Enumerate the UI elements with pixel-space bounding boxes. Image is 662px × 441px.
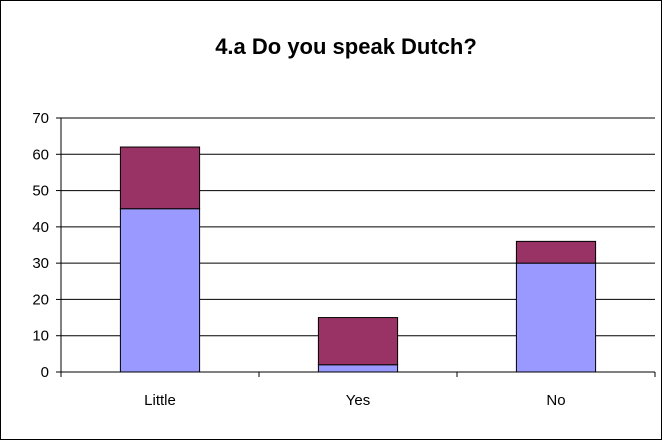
y-tick-label: 50 — [32, 183, 49, 200]
bars — [119, 146, 597, 373]
chart-title: 4.a Do you speak Dutch? — [215, 34, 477, 59]
bar-segment-2 — [515, 240, 597, 264]
y-tick-label: 30 — [32, 255, 49, 272]
bar-segment-2 — [317, 317, 399, 366]
y-tick-label: 60 — [32, 146, 49, 163]
bar-segment-1 — [317, 364, 399, 373]
y-tick-label: 40 — [32, 219, 49, 236]
axes — [56, 117, 656, 377]
y-tick-label: 0 — [41, 364, 49, 381]
bar-segment-2 — [119, 146, 201, 210]
y-tick-label: 10 — [32, 328, 49, 345]
x-tick-label: Yes — [346, 392, 370, 409]
tick-labels: 0 10 20 30 40 50 60 70 Little Yes No — [32, 110, 565, 409]
y-tick-label: 70 — [32, 110, 49, 127]
x-tick-label: No — [546, 392, 565, 409]
bar-segment-1 — [119, 208, 201, 373]
y-tick-label: 20 — [32, 291, 49, 308]
bar-segment-1 — [515, 262, 597, 373]
x-tick-label: Little — [144, 392, 176, 409]
